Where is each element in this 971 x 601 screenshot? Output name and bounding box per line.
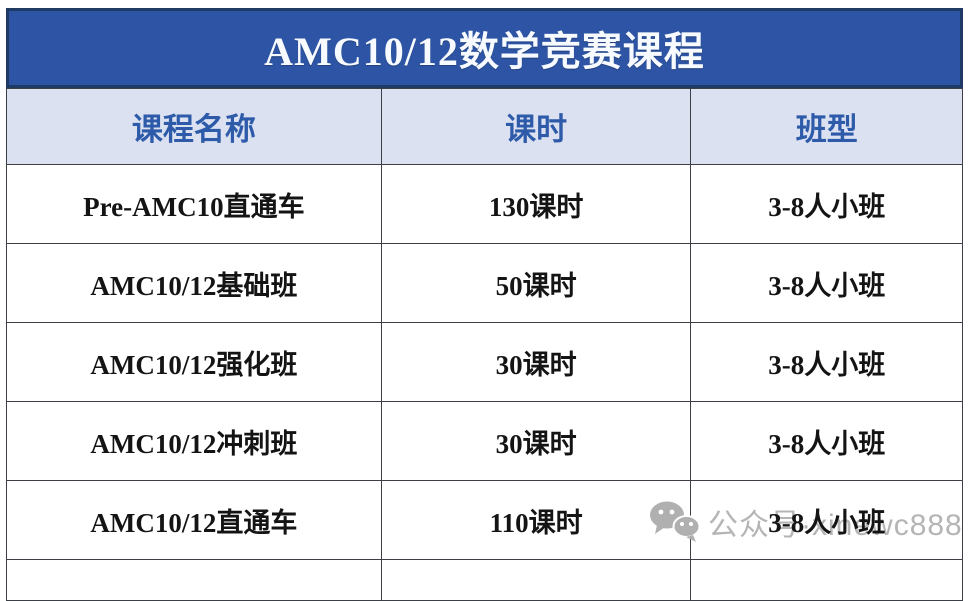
page-title: AMC10/12数学竞赛课程 (264, 29, 705, 74)
cell-course-name: Pre-AMC10直通车 (6, 164, 382, 244)
column-header-hours: 课时 (380, 88, 692, 165)
cell-class-type: 3-8人小班 (690, 164, 963, 244)
cell-class-type: 3-8人小班 (690, 322, 963, 402)
cell-class-type: 3-8人小班 (690, 401, 963, 481)
cell-hours: 30课时 (380, 322, 692, 402)
cell-course-name: AMC10/12强化班 (6, 322, 382, 402)
screenshot-root: { "banner": { "title": "AMC10/12数学竞赛课程" … (6, 8, 963, 601)
cell-hours: 110课时 (380, 480, 692, 560)
cell-class-type: 3-8人小班 (690, 243, 963, 323)
table-row: Pre-AMC10直通车 130课时 3-8人小班 (6, 164, 963, 244)
cell-course-name: AMC10/12冲刺班 (6, 401, 382, 481)
cell-class-type: 3-8人小班 (690, 480, 963, 560)
table-row: AMC10/12直通车 110课时 3-8人小班 (6, 480, 963, 560)
course-sheet: AMC10/12数学竞赛课程 课程名称 课时 班型 Pre-AMC10直通车 1… (6, 8, 963, 601)
cell-hours: 30课时 (380, 401, 692, 481)
cell-course-name: AMC10/12基础班 (6, 243, 382, 323)
cell-hours: 50课时 (380, 243, 692, 323)
cell-course-name: AMC10/12直通车 (6, 480, 382, 560)
banner: AMC10/12数学竞赛课程 (6, 8, 963, 88)
table-header-row: 课程名称 课时 班型 (6, 88, 963, 165)
cell-class-type-text: 3-8人小班 (768, 507, 886, 538)
table-row: AMC10/12基础班 50课时 3-8人小班 (6, 243, 963, 323)
table-row: AMC10/12强化班 30课时 3-8人小班 (6, 322, 963, 402)
column-header-course-name: 课程名称 (6, 88, 382, 165)
table-row: AMC10/12冲刺班 30课时 3-8人小班 (6, 401, 963, 481)
column-header-class-type: 班型 (690, 88, 963, 165)
table-row-partial (6, 559, 963, 601)
course-table: 课程名称 课时 班型 Pre-AMC10直通车 130课时 3-8人小班 AMC… (6, 88, 963, 601)
cell-hours: 130课时 (380, 164, 692, 244)
